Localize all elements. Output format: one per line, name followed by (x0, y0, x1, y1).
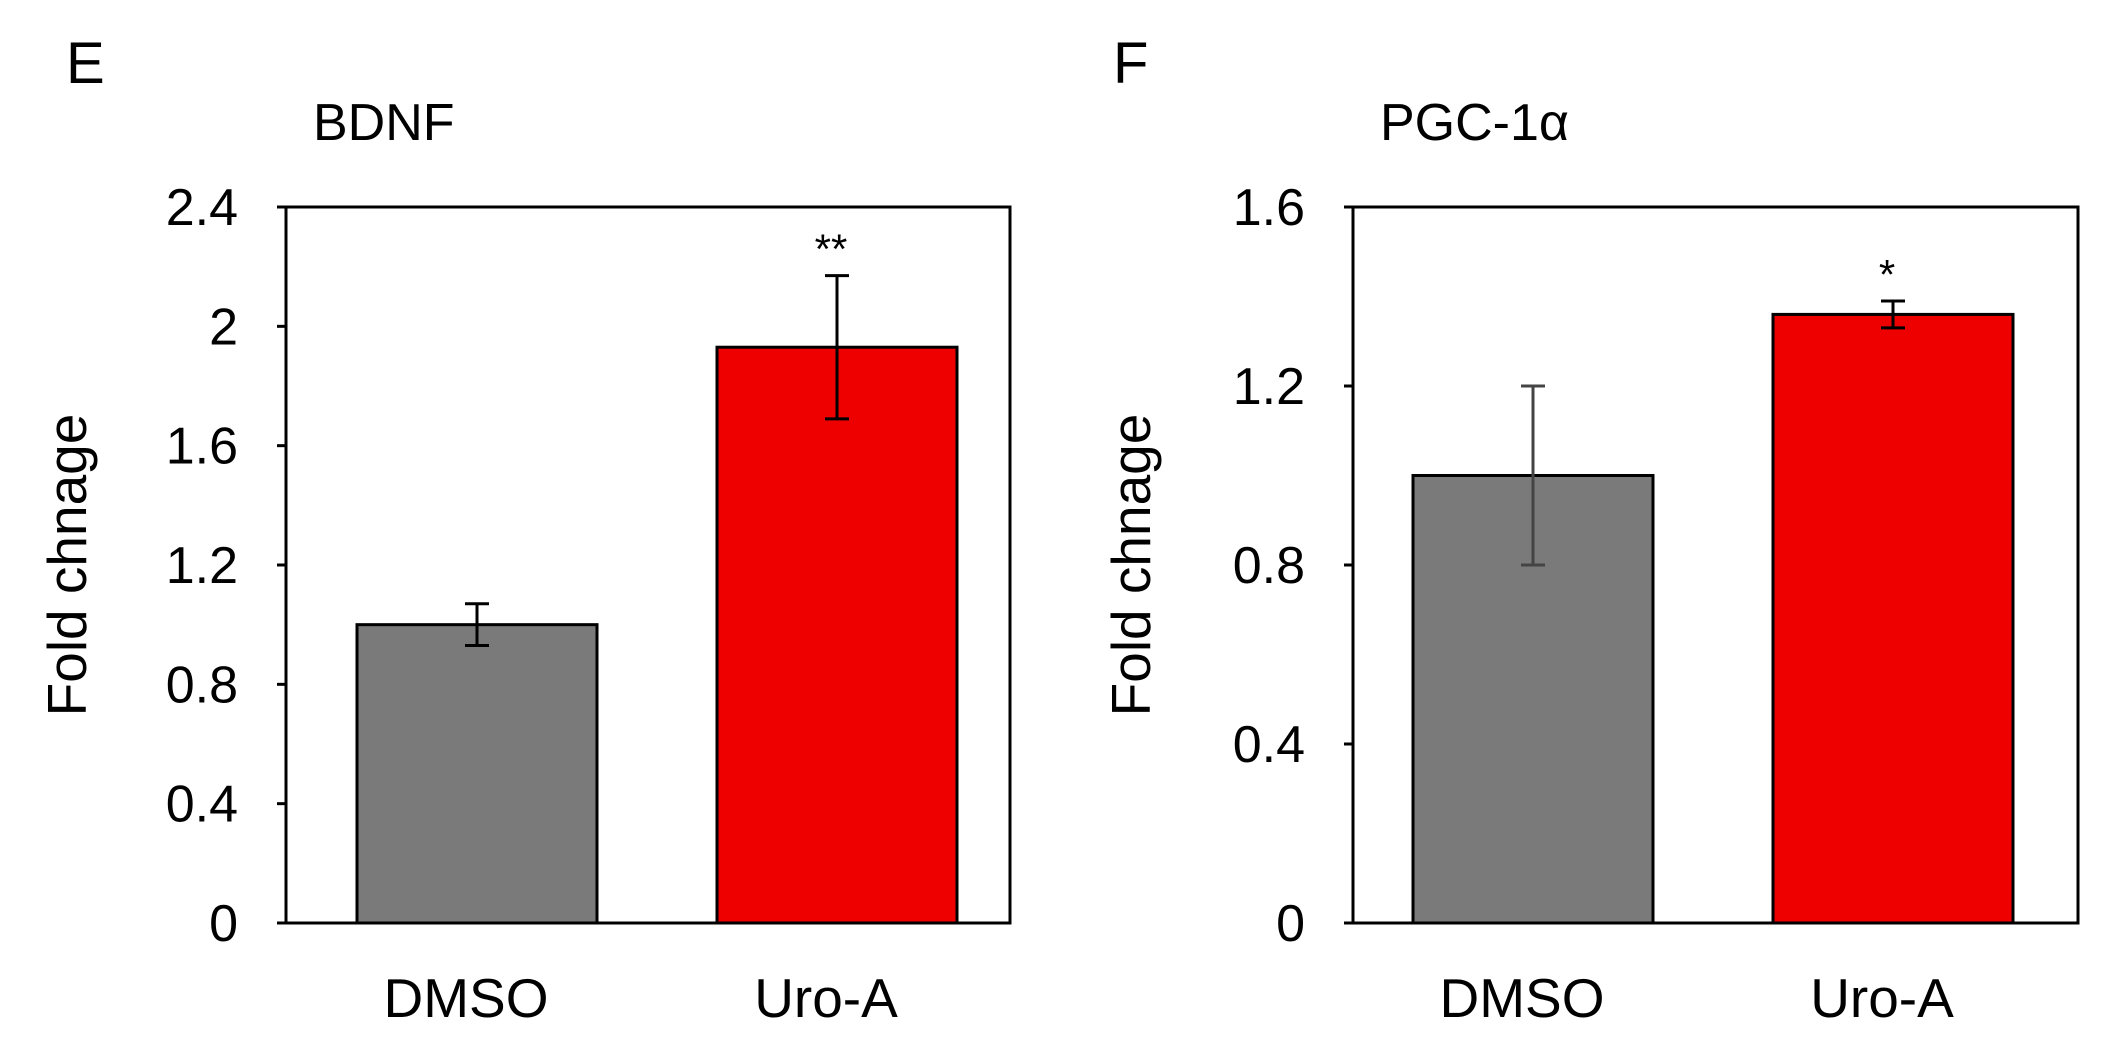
chart-title: BDNF (313, 94, 455, 152)
panel-letter: F (1113, 31, 1148, 96)
plot-frame (1351, 205, 2080, 925)
x-category-label: DMSO (384, 967, 549, 1029)
y-tick-label: 2.4 (166, 179, 238, 237)
y-tick-label: 0.8 (1233, 537, 1305, 595)
y-tick-label: 1.2 (1233, 358, 1305, 416)
x-category-label: Uro-A (754, 967, 898, 1029)
significance-marker: * (1879, 251, 1895, 298)
bar-dmso (355, 623, 599, 925)
y-axis-label: Fold chnage (36, 414, 98, 717)
x-category-label: Uro-A (1810, 967, 1954, 1029)
bar-uro-a (1771, 312, 2015, 925)
y-tick-label: 2 (209, 298, 238, 356)
panel-e: E BDNF Fold chnage 0 0.4 0.8 1.2 1.6 2 2.4 DMSO ** U… (36, 31, 1012, 1029)
bar-uro-a (715, 345, 959, 925)
y-tick-label: 1.2 (166, 537, 238, 595)
y-tick-label: 0.8 (166, 656, 238, 714)
y-tick-label: 0 (1276, 895, 1305, 953)
panel-f: F PGC-1α Fold chnage 0 0.4 0.8 1.2 1.6 DMSO * Uro-… (1100, 31, 2080, 1029)
chart-title: PGC-1α (1380, 94, 1569, 152)
y-tick-label: 0.4 (1233, 716, 1305, 774)
y-tick-label: 1.6 (1233, 179, 1305, 237)
significance-marker: ** (815, 226, 848, 273)
y-tick-label: 0 (209, 895, 238, 953)
y-tick-label: 1.6 (166, 418, 238, 476)
y-tick-label: 0.4 (166, 776, 238, 834)
y-axis-label: Fold chnage (1100, 414, 1162, 717)
x-category-label: DMSO (1440, 967, 1605, 1029)
panel-letter: E (66, 31, 105, 96)
plot-frame (284, 205, 1012, 925)
